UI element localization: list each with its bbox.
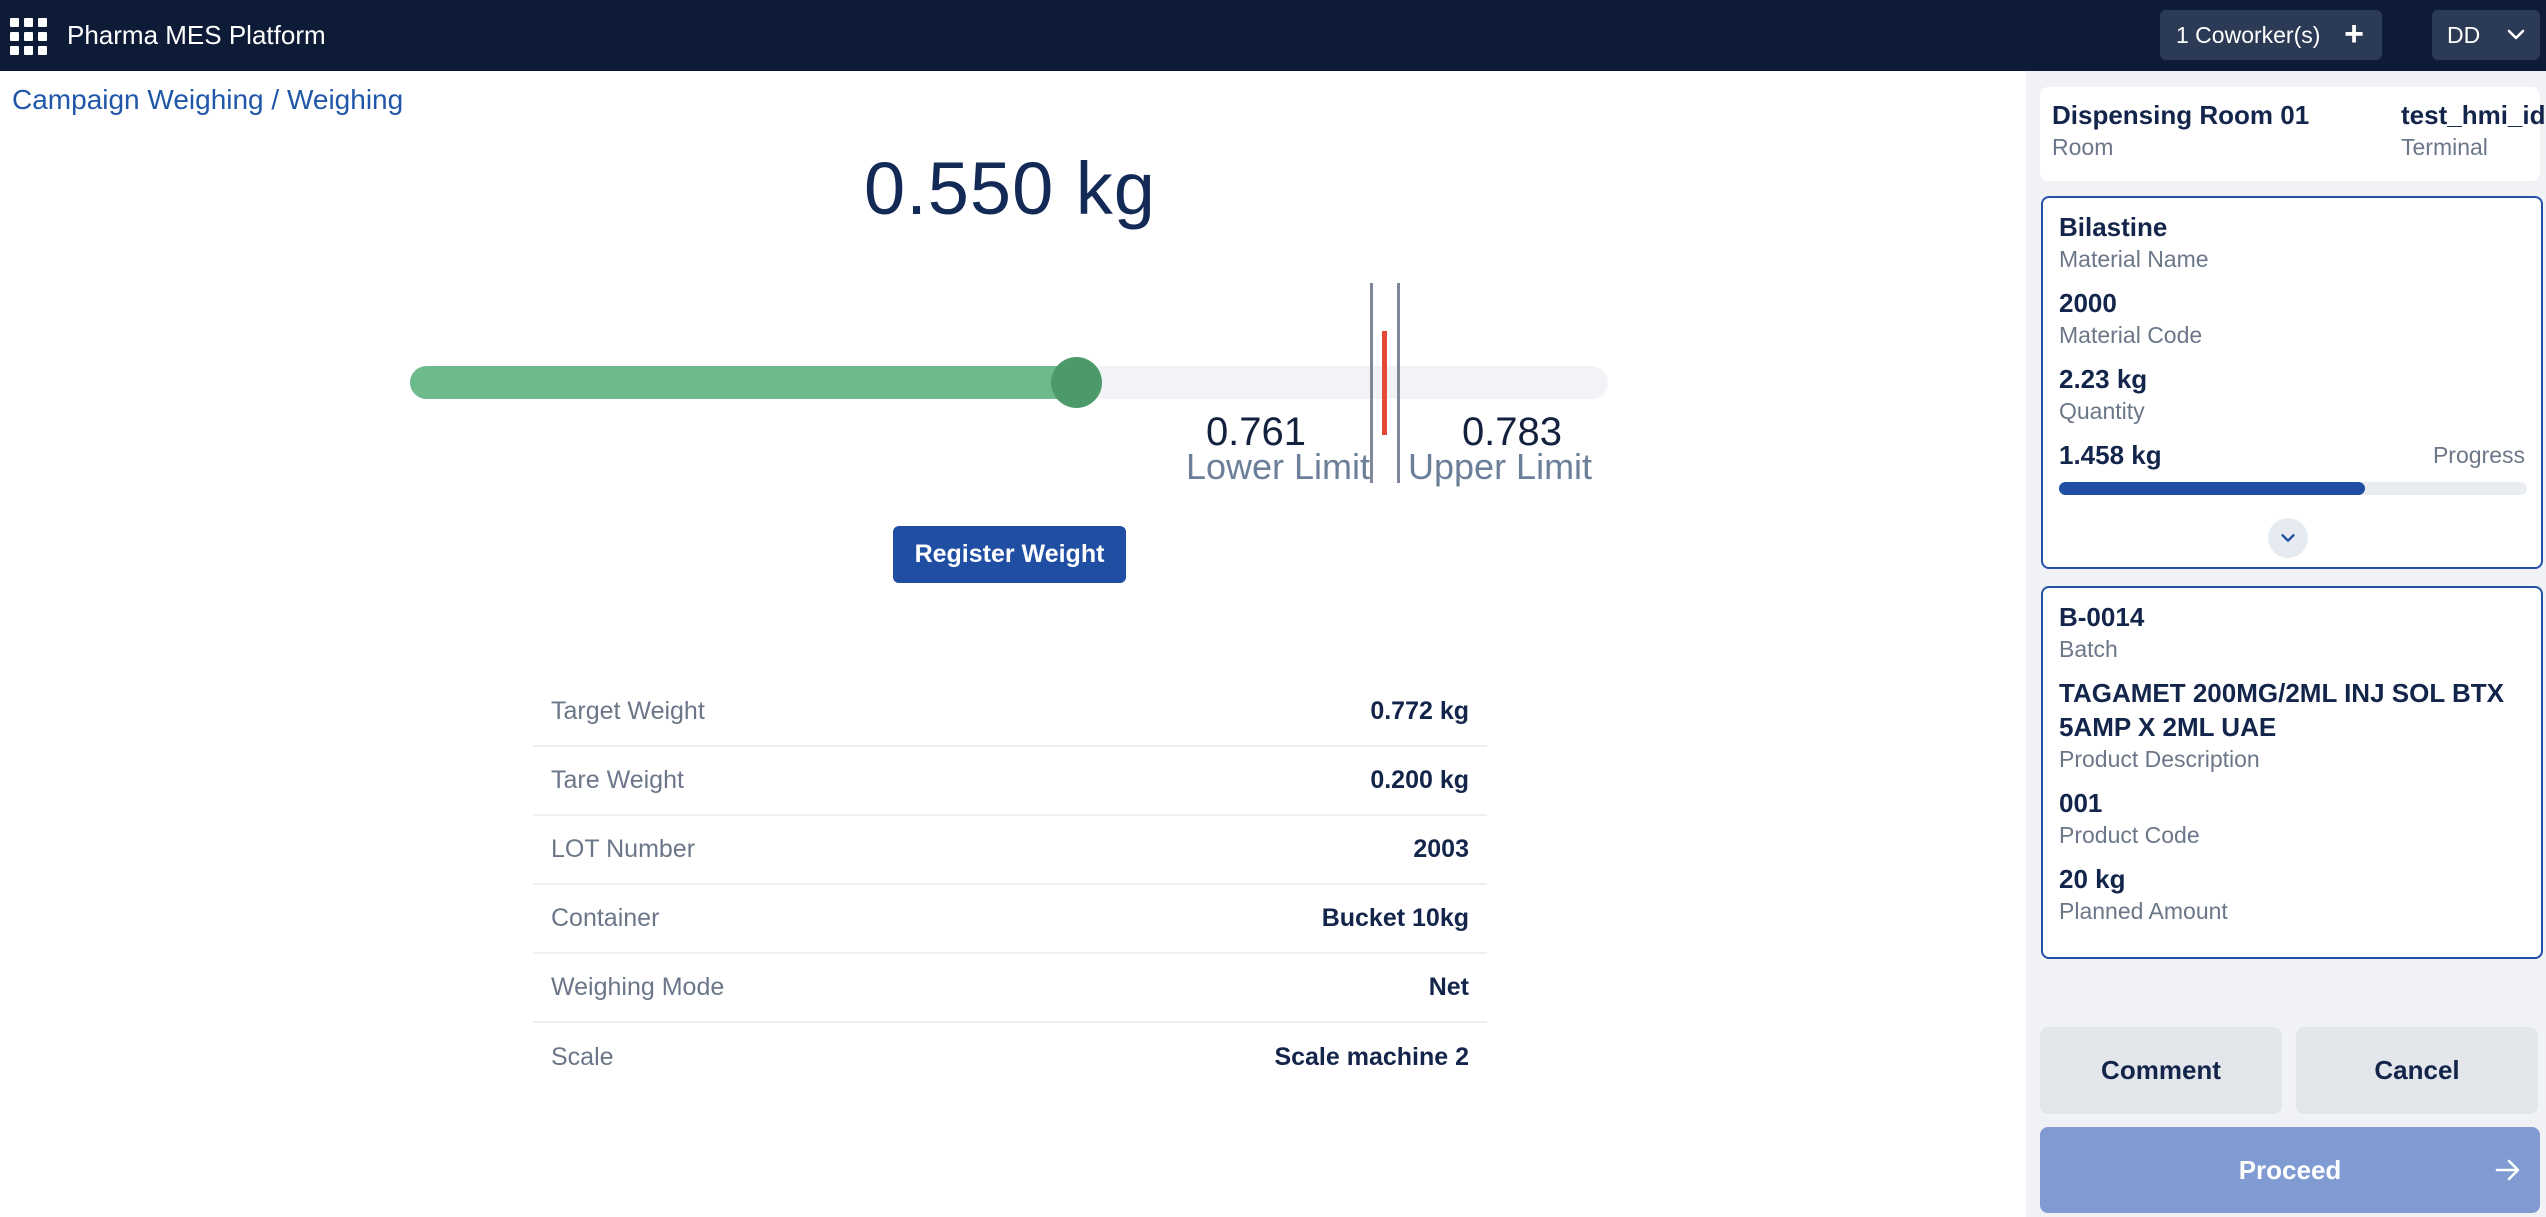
progress-bar bbox=[2059, 482, 2527, 495]
room-value: Dispensing Room 01 bbox=[2052, 100, 2310, 130]
user-initials: DD bbox=[2447, 21, 2481, 48]
material-quantity: 2.23 kg bbox=[2059, 364, 2148, 394]
detail-label: Tare Weight bbox=[551, 766, 684, 794]
chevron-down-icon bbox=[2281, 534, 2295, 542]
detail-value: Bucket 10kg bbox=[1321, 904, 1469, 932]
upper-limit-label: Upper Limit bbox=[1408, 446, 1593, 487]
user-menu-button[interactable]: DD bbox=[2432, 10, 2540, 60]
product-description-label: Product Description bbox=[2059, 746, 2260, 772]
detail-value: 0.200 kg bbox=[1370, 766, 1469, 794]
batch-card: B-0014 Batch TAGAMET 200MG/2ML INJ SOL B… bbox=[2041, 586, 2543, 959]
terminal-value: test_hmi_id bbox=[2401, 100, 2546, 130]
product-description: TAGAMET 200MG/2ML INJ SOL BTX 5AMP X 2ML… bbox=[2059, 678, 2504, 742]
upper-limit-value: 0.783 bbox=[1461, 410, 1563, 454]
weight-gauge-thumb[interactable] bbox=[1051, 357, 1103, 408]
lower-limit-value: 0.761 bbox=[1205, 410, 1307, 454]
material-name: Bilastine bbox=[2059, 212, 2168, 242]
weighing-details: Target Weight 0.772 kg Tare Weight 0.200… bbox=[533, 678, 1487, 1092]
detail-row: Target Weight 0.772 kg bbox=[533, 678, 1487, 747]
material-code: 2000 bbox=[2059, 288, 2117, 318]
coworkers-label: 1 Coworker(s) bbox=[2176, 21, 2321, 48]
detail-row: LOT Number 2003 bbox=[533, 816, 1487, 885]
detail-label: LOT Number bbox=[551, 835, 696, 863]
coworkers-button[interactable]: 1 Coworker(s) + bbox=[2160, 10, 2382, 60]
product-code-label: Product Code bbox=[2059, 822, 2200, 848]
batch-id: B-0014 bbox=[2059, 602, 2145, 632]
terminal-label: Terminal bbox=[2401, 134, 2488, 160]
app-title: Pharma MES Platform bbox=[67, 20, 326, 50]
batch-label: Batch bbox=[2059, 636, 2118, 662]
breadcrumb[interactable]: Campaign Weighing / Weighing bbox=[12, 84, 404, 115]
product-code: 001 bbox=[2059, 788, 2103, 818]
proceed-label: Proceed bbox=[2238, 1154, 2342, 1185]
lower-limit-label: Lower Limit bbox=[1185, 446, 1370, 487]
material-card: Bilastine Material Name 2000 Material Co… bbox=[2041, 196, 2543, 569]
weight-gauge-track bbox=[410, 357, 1608, 408]
detail-value: Net bbox=[1428, 973, 1469, 1001]
detail-row: Scale Scale machine 2 bbox=[533, 1023, 1487, 1092]
material-name-label: Material Name bbox=[2059, 246, 2209, 272]
register-weight-button[interactable]: Register Weight bbox=[893, 526, 1126, 583]
detail-value: 0.772 kg bbox=[1370, 697, 1469, 725]
detail-row: Container Bucket 10kg bbox=[533, 885, 1487, 954]
app-grid-icon[interactable] bbox=[10, 18, 47, 55]
cancel-button[interactable]: Cancel bbox=[2296, 1027, 2538, 1114]
lower-limit-line bbox=[1370, 283, 1373, 483]
top-bar: Pharma MES Platform 1 Coworker(s) + DD bbox=[0, 0, 2546, 71]
planned-amount-label: Planned Amount bbox=[2059, 898, 2228, 924]
room-label: Room bbox=[2052, 134, 2114, 160]
comment-button[interactable]: Comment bbox=[2040, 1027, 2282, 1114]
progress-label: Progress bbox=[2432, 441, 2525, 468]
expand-button[interactable] bbox=[2268, 518, 2308, 558]
detail-value: 2003 bbox=[1413, 835, 1469, 863]
material-quantity-label: Quantity bbox=[2059, 398, 2145, 424]
current-weight: 0.550 kg bbox=[864, 147, 1156, 230]
target-weight-marker bbox=[1382, 331, 1387, 435]
detail-label: Weighing Mode bbox=[551, 973, 725, 1001]
planned-amount: 20 kg bbox=[2059, 864, 2126, 894]
detail-row: Weighing Mode Net bbox=[533, 954, 1487, 1023]
side-panel: Dispensing Room 01 Room test_hmi_id Term… bbox=[2026, 71, 2546, 1217]
material-code-label: Material Code bbox=[2059, 322, 2203, 348]
chevron-down-icon bbox=[2507, 29, 2525, 40]
arrow-right-icon bbox=[2495, 1159, 2520, 1181]
weight-gauge-fill bbox=[410, 366, 1073, 399]
room-terminal-card: Dispensing Room 01 Room test_hmi_id Term… bbox=[2040, 87, 2546, 181]
detail-label: Target Weight bbox=[551, 697, 705, 725]
detail-value: Scale machine 2 bbox=[1274, 1043, 1469, 1071]
upper-limit-line bbox=[1397, 283, 1400, 483]
progress-bar-fill bbox=[2059, 482, 2366, 495]
proceed-button[interactable]: Proceed bbox=[2040, 1127, 2540, 1213]
detail-label: Container bbox=[551, 904, 660, 932]
progress-value: 1.458 kg bbox=[2059, 440, 2162, 470]
detail-row: Tare Weight 0.200 kg bbox=[533, 747, 1487, 816]
progress-row: 1.458 kg Progress bbox=[2059, 438, 2525, 472]
detail-label: Scale bbox=[551, 1043, 614, 1071]
plus-icon: + bbox=[2344, 15, 2364, 53]
